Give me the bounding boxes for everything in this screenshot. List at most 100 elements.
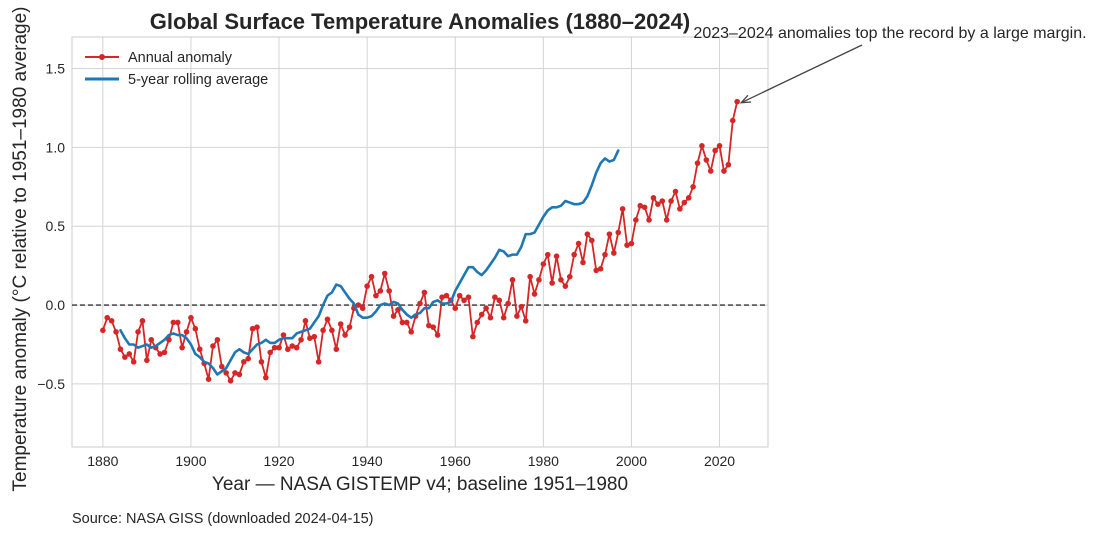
annual-anomaly-point (628, 240, 635, 247)
annual-anomaly-point (236, 371, 243, 378)
annual-anomaly-point (342, 332, 348, 338)
annual-anomaly-point (426, 322, 432, 329)
annual-anomaly-point (584, 231, 591, 237)
annual-anomaly-point (104, 314, 111, 321)
annual-anomaly-point (672, 188, 679, 195)
annual-anomaly-point (593, 267, 599, 274)
annotation-arrow (740, 44, 863, 104)
data-series (100, 98, 740, 384)
annual-anomaly-point (487, 314, 494, 321)
annual-anomaly-point (302, 318, 309, 324)
annual-anomaly-point (196, 346, 203, 353)
annual-anomaly-point (390, 313, 397, 319)
annual-anomaly-point (492, 294, 498, 300)
annual-anomaly-point (655, 201, 661, 207)
annual-anomaly-point (117, 346, 124, 353)
annual-anomaly-point (359, 305, 366, 312)
annual-anomaly-point (531, 291, 538, 297)
annual-anomaly-point (694, 160, 701, 166)
annual-anomaly-point (580, 259, 586, 266)
annual-anomaly-point (210, 343, 216, 349)
annual-anomaly-point (699, 143, 705, 149)
annual-anomaly-point (403, 319, 410, 326)
annual-anomaly-point (245, 355, 251, 362)
annual-anomaly-point (205, 376, 212, 382)
y-tick-label: 1.0 (46, 139, 66, 155)
annual-anomaly-point (364, 283, 370, 289)
annotation-text: 2023–2024 anomalies top the record by a … (693, 25, 1086, 42)
y-tick-label: 1.5 (46, 61, 66, 77)
y-tick-label: 0.5 (46, 218, 66, 234)
y-tick-labels: −0.5 0.0 0.5 1.0 1.5 (37, 61, 65, 392)
annual-anomaly-point (707, 168, 714, 174)
annual-anomaly-point (192, 325, 199, 332)
annual-anomaly-point (285, 346, 291, 353)
annual-anomaly-point (174, 319, 181, 326)
annual-anomaly-point (562, 283, 569, 289)
annual-anomaly-point (571, 251, 577, 258)
annual-anomaly-point (452, 305, 459, 312)
annual-anomaly-point (386, 288, 392, 294)
annual-anomaly-point (267, 349, 274, 356)
annual-anomaly-point (624, 242, 630, 248)
annotation-arrowhead (739, 94, 752, 104)
annual-anomaly-point (329, 327, 335, 334)
annual-anomaly-point (276, 344, 282, 351)
annual-anomaly-point (333, 346, 340, 353)
annual-anomaly-point (461, 297, 467, 304)
annual-anomaly-point (161, 349, 168, 356)
annual-anomaly-point (337, 321, 344, 327)
annual-anomaly-point (214, 336, 221, 343)
annual-anomaly-point (421, 289, 428, 296)
annual-anomaly-point (399, 319, 406, 326)
annual-anomaly-point (659, 198, 666, 204)
annual-anomaly-point (602, 251, 608, 258)
annual-anomaly-point (677, 206, 683, 212)
annual-anomaly-point (650, 195, 657, 201)
annual-anomaly-point (126, 351, 133, 357)
annual-anomaly-point (668, 198, 674, 204)
annual-anomaly-point (130, 359, 137, 365)
annual-anomaly-point (122, 354, 128, 360)
annual-anomaly-point (227, 377, 234, 384)
annual-anomaly-point (183, 329, 190, 335)
annual-anomaly-point (734, 98, 740, 105)
annual-anomaly-point (633, 217, 639, 223)
legend-annual-label: Annual anomaly (128, 50, 233, 66)
annual-anomaly-point (597, 266, 604, 272)
annual-anomaly-point (108, 318, 115, 324)
annual-anomaly-point (280, 332, 287, 338)
annual-anomaly-point (522, 318, 529, 324)
annual-anomaly-point (470, 333, 476, 340)
annual-anomaly-point (373, 292, 379, 299)
annual-anomaly-point (544, 251, 551, 258)
annual-anomaly-point (368, 273, 375, 280)
annual-anomaly-point (553, 253, 560, 259)
annual-anomaly-point (188, 314, 194, 321)
annual-anomaly-point (716, 143, 723, 149)
annual-anomaly-point (311, 333, 318, 340)
annual-anomaly-point (536, 277, 542, 283)
annual-anomaly-point (298, 336, 304, 343)
annual-anomaly-point (478, 311, 485, 318)
annual-anomaly-point (589, 237, 595, 244)
annual-anomaly-point (377, 288, 384, 294)
annual-anomaly-point (496, 297, 503, 304)
x-tick-label: 1980 (528, 453, 559, 469)
annual-anomaly-point (417, 300, 423, 307)
x-tick-label: 1920 (263, 453, 294, 469)
annual-anomaly-point (179, 344, 185, 351)
annual-anomaly-point (505, 300, 511, 307)
annual-anomaly-point (320, 327, 326, 334)
annual-anomaly-point (681, 199, 688, 206)
annual-anomaly-point (611, 250, 617, 256)
annual-anomaly-point (663, 217, 670, 223)
annual-anomaly-point (549, 280, 555, 286)
annual-anomaly-point (113, 329, 119, 335)
x-tick-labels: 1880 1900 1920 1940 1960 1980 2000 2020 (87, 453, 735, 469)
annual-anomaly-point (518, 303, 525, 310)
annual-anomaly-point (615, 229, 622, 236)
x-tick-label: 2000 (616, 453, 647, 469)
annual-anomaly-point (157, 351, 163, 357)
annual-anomaly-point (223, 370, 229, 376)
